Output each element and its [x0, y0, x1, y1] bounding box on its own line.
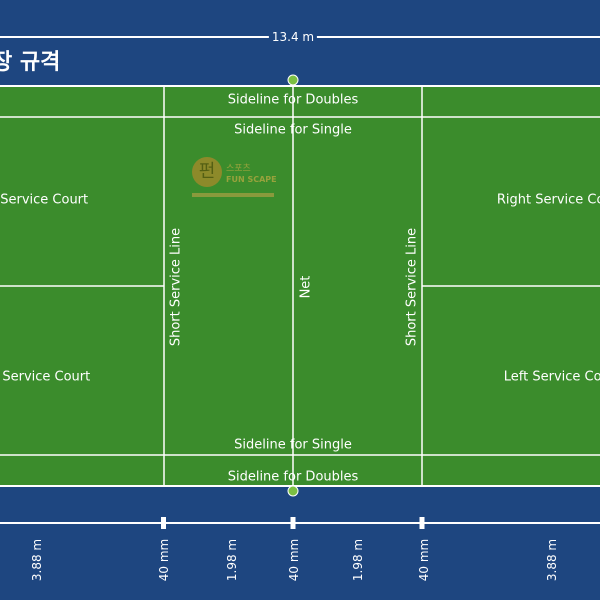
label-short-service-line-left: Short Service Line [168, 227, 184, 347]
logo-text-english: FUN SCAPE [226, 175, 277, 184]
label-right-service-court-left: Right Service Court [0, 192, 89, 208]
logo-mark: 펀 [192, 157, 222, 187]
logo-bar [192, 193, 274, 197]
tick-left [161, 517, 166, 529]
label-right-service-court-right: Right Service Court [496, 192, 600, 208]
label-sideline-doubles-bottom: Sideline for Doubles [227, 469, 359, 485]
page-title: 장 규격 [0, 50, 61, 75]
dim-label-1: 3.88 m [30, 538, 44, 582]
label-sideline-single-bottom: Sideline for Single [234, 437, 352, 453]
label-left-service-court-right: Left Service Court [503, 369, 600, 385]
logo-text-korean: 스포츠 [226, 164, 251, 174]
net-post-bottom [287, 485, 299, 497]
label-short-service-line-right: Short Service Line [404, 227, 420, 347]
net-post-top [287, 74, 299, 86]
tick-center [290, 517, 296, 529]
label-sideline-single-top: Sideline for Single [234, 122, 352, 138]
watermark-logo: 펀 스포츠 FUN SCAPE [190, 155, 280, 201]
label-left-service-court-left: Left Service Court [0, 369, 91, 385]
dim-label-7: 3.88 m [545, 538, 559, 582]
court-length-label: 13.4 m [268, 30, 318, 44]
label-sideline-doubles-top: Sideline for Doubles [227, 92, 359, 108]
label-net: Net [298, 275, 314, 299]
dim-label-5: 1.98 m [351, 538, 365, 582]
dim-label-4: 40 mm [287, 538, 301, 582]
tick-right [419, 517, 425, 529]
dim-label-6: 40 mm [417, 538, 431, 582]
dim-label-2: 40 mm [157, 538, 171, 582]
dim-label-3: 1.98 m [225, 538, 239, 582]
